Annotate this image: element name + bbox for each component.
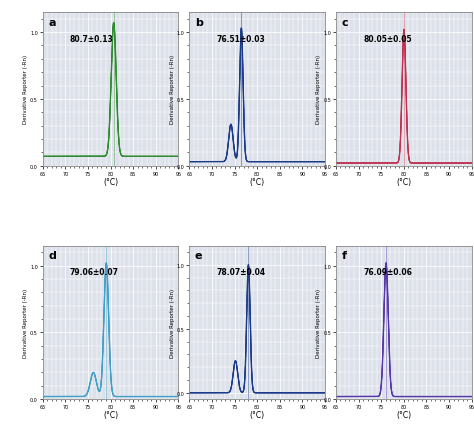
X-axis label: (°C): (°C): [250, 411, 264, 420]
X-axis label: (°C): (°C): [396, 178, 411, 187]
Text: 76.51±0.03: 76.51±0.03: [217, 34, 265, 43]
Text: 80.7±0.13: 80.7±0.13: [70, 34, 114, 43]
X-axis label: (°C): (°C): [103, 411, 118, 420]
Y-axis label: Derivative Reporter (-Rn): Derivative Reporter (-Rn): [170, 55, 174, 124]
X-axis label: (°C): (°C): [250, 178, 264, 187]
Text: e: e: [195, 250, 202, 260]
X-axis label: (°C): (°C): [396, 411, 411, 420]
Text: b: b: [195, 18, 202, 28]
Text: a: a: [48, 18, 55, 28]
Text: c: c: [341, 18, 348, 28]
Y-axis label: Derivative Reporter (-Rn): Derivative Reporter (-Rn): [23, 288, 28, 357]
Text: 78.07±0.04: 78.07±0.04: [217, 267, 265, 276]
Text: d: d: [48, 250, 56, 260]
Text: 79.06±0.07: 79.06±0.07: [70, 267, 119, 276]
Y-axis label: Derivative Reporter (-Rn): Derivative Reporter (-Rn): [316, 288, 321, 357]
Y-axis label: Derivative Reporter (-Rn): Derivative Reporter (-Rn): [23, 55, 28, 124]
X-axis label: (°C): (°C): [103, 178, 118, 187]
Y-axis label: Derivative Reporter (-Rn): Derivative Reporter (-Rn): [316, 55, 321, 124]
Text: f: f: [341, 250, 346, 260]
Text: 76.09±0.06: 76.09±0.06: [363, 267, 412, 276]
Text: 80.05±0.05: 80.05±0.05: [363, 34, 411, 43]
Y-axis label: Derivative Reporter (-Rn): Derivative Reporter (-Rn): [170, 288, 174, 357]
